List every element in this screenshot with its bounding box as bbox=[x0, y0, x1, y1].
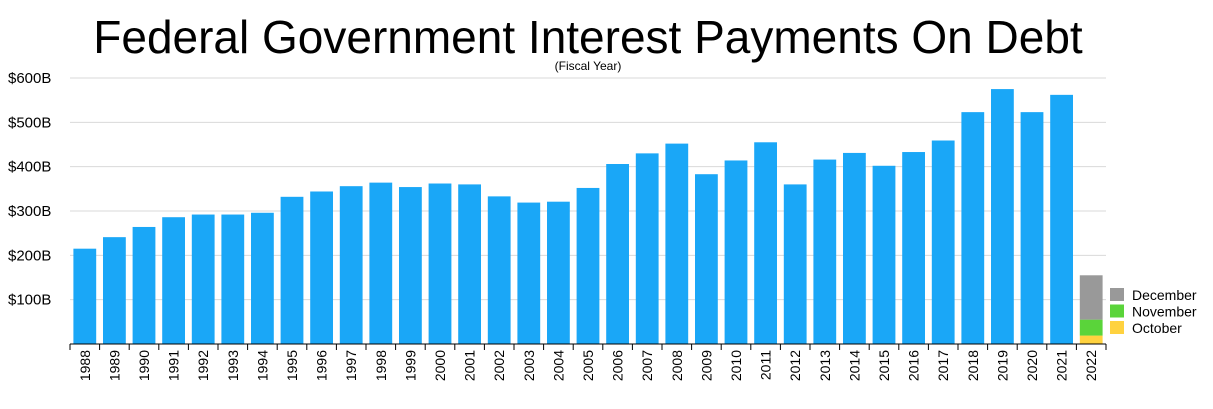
x-tick-label: 2009 bbox=[698, 350, 714, 381]
x-tick-label: 1999 bbox=[402, 350, 418, 381]
x-tick-label: 2001 bbox=[462, 350, 478, 381]
bar-1989 bbox=[103, 237, 126, 344]
bar-2000 bbox=[428, 183, 452, 344]
x-tick-label: 1989 bbox=[106, 350, 122, 381]
x-tick-label: 1995 bbox=[284, 350, 300, 381]
bar-2020 bbox=[1020, 112, 1044, 345]
legend-label-october: October bbox=[1132, 320, 1182, 336]
y-axis-ticks: $100B $200B $300B $400B $500B $600B bbox=[8, 70, 51, 309]
bar-2003 bbox=[517, 202, 541, 344]
x-tick-label: 2022 bbox=[1083, 350, 1099, 381]
bar-2019 bbox=[991, 89, 1014, 344]
bar-1992 bbox=[191, 214, 215, 344]
bar-2014 bbox=[843, 152, 866, 344]
bar-2015 bbox=[872, 165, 896, 344]
legend-label-november: November bbox=[1132, 304, 1197, 320]
x-tick-label: 2002 bbox=[491, 350, 507, 381]
x-tick-label: 2000 bbox=[432, 350, 448, 381]
x-tick-label: 2018 bbox=[965, 350, 981, 381]
bar-2001 bbox=[458, 184, 481, 344]
x-tick-label: 2015 bbox=[876, 350, 892, 381]
x-tick-label: 2020 bbox=[1024, 350, 1040, 381]
bar-2018 bbox=[961, 112, 985, 345]
x-tick-label: 2008 bbox=[669, 350, 685, 381]
bars bbox=[73, 89, 1103, 345]
x-tick-label: 2005 bbox=[580, 350, 596, 381]
y-tick-label: $400B bbox=[8, 159, 51, 176]
bar-segment-october bbox=[1079, 335, 1103, 344]
bar-segment-november bbox=[1079, 319, 1103, 336]
bar-2021 bbox=[1050, 94, 1073, 344]
bar-2008 bbox=[665, 143, 689, 344]
x-tick-label: 1990 bbox=[136, 350, 152, 381]
x-tick-label: 2007 bbox=[639, 350, 655, 381]
bar-1995 bbox=[280, 196, 304, 344]
chart-subtitle: (Fiscal Year) bbox=[555, 59, 622, 73]
bar-1998 bbox=[369, 182, 393, 344]
x-tick-label: 1998 bbox=[373, 350, 389, 381]
x-tick-label: 2006 bbox=[610, 350, 626, 381]
x-axis-ticks: 1988 1989 1990 1991 1992 1993 1994 1995 1996 1997… bbox=[69, 344, 1107, 381]
x-tick-label: 2016 bbox=[906, 350, 922, 381]
x-tick-label: 1996 bbox=[314, 350, 330, 381]
y-tick-label: $100B bbox=[8, 292, 51, 309]
x-tick-label: 2014 bbox=[846, 350, 862, 381]
bar-2005 bbox=[576, 187, 600, 344]
bar-2007 bbox=[635, 153, 659, 344]
bar-1994 bbox=[251, 212, 274, 344]
y-tick-label: $200B bbox=[8, 247, 51, 264]
bar-1988 bbox=[73, 248, 97, 344]
x-tick-label: 2010 bbox=[728, 350, 744, 381]
bar-2017 bbox=[931, 140, 955, 344]
legend-label-december: December bbox=[1132, 287, 1197, 303]
y-tick-label: $300B bbox=[8, 203, 51, 220]
bar-2009 bbox=[695, 174, 718, 344]
bar-1991 bbox=[162, 217, 185, 344]
bar-2004 bbox=[547, 201, 570, 344]
bar-1990 bbox=[132, 226, 156, 344]
x-tick-label: 2019 bbox=[994, 350, 1010, 381]
legend-swatch-december bbox=[1110, 288, 1124, 301]
legend-swatch-november bbox=[1110, 304, 1124, 318]
chart-title: Federal Government Interest Payments On … bbox=[93, 11, 1083, 63]
bar-2013 bbox=[813, 159, 837, 344]
x-tick-label: 2011 bbox=[758, 350, 774, 380]
bar-1999 bbox=[399, 187, 422, 344]
legend-swatch-october bbox=[1110, 321, 1124, 334]
bar-1997 bbox=[339, 186, 363, 344]
x-tick-label: 1991 bbox=[166, 350, 182, 381]
x-tick-label: 1997 bbox=[343, 350, 359, 381]
x-tick-label: 1993 bbox=[225, 350, 241, 381]
x-tick-label: 2012 bbox=[787, 350, 803, 381]
x-tick-label: 2021 bbox=[1054, 350, 1070, 381]
x-tick-label: 2004 bbox=[550, 350, 566, 381]
bar-2006 bbox=[606, 164, 629, 344]
x-tick-label: 2017 bbox=[935, 350, 951, 381]
bar-2010 bbox=[724, 160, 748, 344]
bar-2011 bbox=[754, 142, 777, 344]
bar-1993 bbox=[221, 214, 245, 344]
bar-2002 bbox=[487, 196, 511, 344]
x-tick-label: 2013 bbox=[817, 350, 833, 381]
bar-segment-december bbox=[1079, 275, 1103, 320]
bar-2016 bbox=[902, 152, 925, 344]
x-tick-label: 1988 bbox=[77, 350, 93, 381]
y-tick-label: $500B bbox=[8, 114, 51, 131]
x-tick-label: 1992 bbox=[195, 350, 211, 381]
bar-1996 bbox=[310, 191, 333, 344]
y-tick-label: $600B bbox=[8, 70, 51, 87]
bar-2012 bbox=[783, 184, 807, 344]
x-tick-label: 2003 bbox=[521, 350, 537, 381]
x-tick-label: 1994 bbox=[254, 350, 270, 381]
